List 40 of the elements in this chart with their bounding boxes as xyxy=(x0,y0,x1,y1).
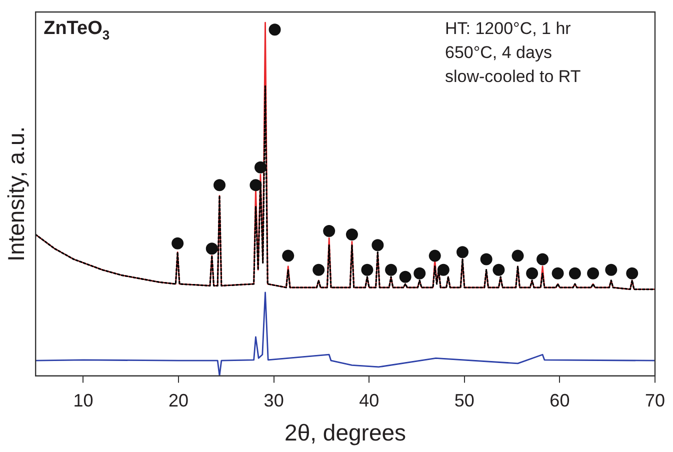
point xyxy=(456,246,468,258)
point xyxy=(250,179,262,192)
x-tick-label: 70 xyxy=(644,390,666,411)
point xyxy=(480,253,492,266)
point xyxy=(414,267,426,280)
point xyxy=(526,267,538,280)
point xyxy=(428,250,441,262)
annotation: HT: 1200°C, 1 hr xyxy=(444,19,572,38)
x-tick-label: 20 xyxy=(168,390,189,411)
point xyxy=(172,237,184,250)
point xyxy=(323,224,336,237)
point xyxy=(254,161,266,174)
point xyxy=(361,264,374,276)
point xyxy=(568,267,581,280)
point xyxy=(372,239,384,252)
point xyxy=(587,267,600,280)
x-tick-label: 10 xyxy=(73,390,94,411)
x-tick-label: 50 xyxy=(454,390,474,411)
point xyxy=(385,264,398,276)
x-tick-label: 60 xyxy=(550,390,570,411)
y-axis-title: Intensity, a.u. xyxy=(3,126,30,262)
x-tick-label: 40 xyxy=(359,390,380,411)
point xyxy=(536,253,549,266)
point xyxy=(268,24,281,36)
annotation: 650°C, 4 days xyxy=(444,43,552,62)
point xyxy=(626,267,638,280)
point xyxy=(552,267,564,280)
annotation: slow-cooled to RT xyxy=(444,67,581,86)
point xyxy=(399,270,412,283)
point xyxy=(512,250,524,262)
point xyxy=(605,264,618,276)
point xyxy=(346,228,358,241)
point xyxy=(312,264,325,276)
point xyxy=(206,242,218,255)
point xyxy=(437,264,450,276)
x-axis-title: 2θ, degrees xyxy=(284,420,406,446)
point xyxy=(214,179,226,192)
point xyxy=(282,250,294,262)
x-tick-label: 30 xyxy=(264,390,284,411)
point xyxy=(492,264,505,276)
